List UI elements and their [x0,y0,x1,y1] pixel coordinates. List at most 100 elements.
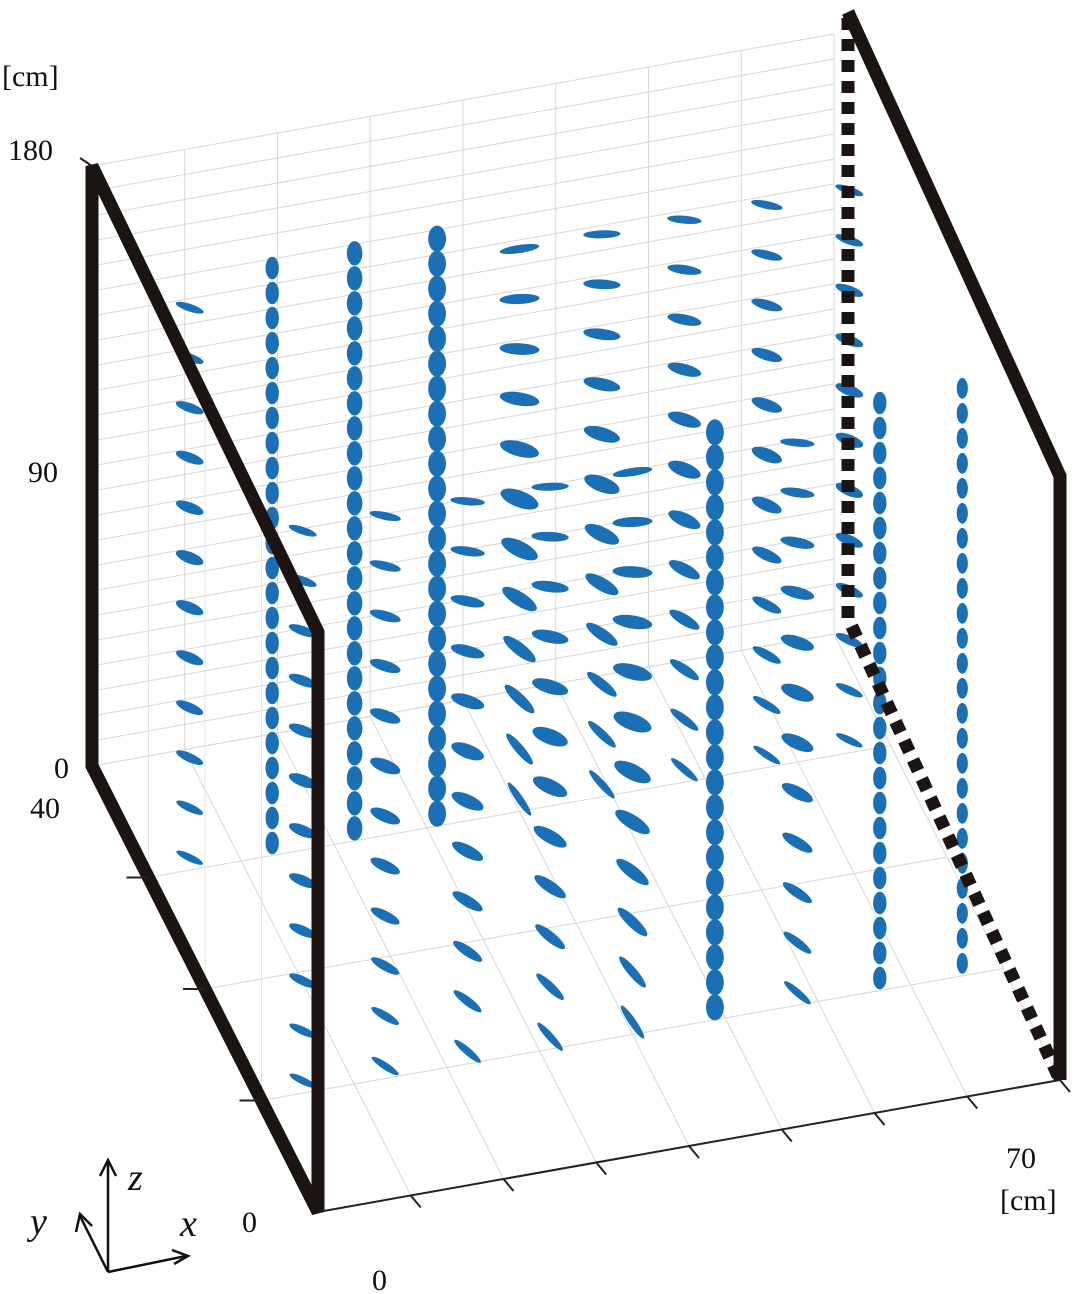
ellipse-mark [835,283,864,297]
ellipse-mark [584,474,620,495]
ellipse-mark [613,711,652,733]
ellipse-mark [265,681,279,705]
x-tick-70: 70 [1006,1142,1036,1175]
ellipse-mark [873,516,887,540]
ellipse-mark [175,600,204,616]
ellipse-mark [706,919,724,946]
z-tick-0: 0 [54,752,69,785]
x-tick-mark [409,1194,422,1209]
ellipse-mark [583,377,621,392]
ellipse-mark [753,745,781,765]
ellipse-mark [175,500,204,515]
ellipse-mark [835,532,863,548]
ellipse-mark [265,481,279,505]
grid-line [91,233,835,367]
ellipse-mark [873,541,887,565]
ellipse-mark [873,466,887,490]
ellipse-mark [428,800,447,827]
grid-line [91,283,835,417]
ellipse-mark [873,866,887,890]
ellipse-mark [706,944,724,971]
x-tick-0: 0 [372,1264,387,1294]
z-tick-180: 180 [8,134,53,167]
ellipse-mark [956,802,968,824]
ellipse-mark [499,243,540,255]
ellipse-mark [428,450,446,477]
ellipse-mark [450,546,485,557]
grid-line [91,208,835,342]
ellipse-mark [751,347,783,363]
ellipse-mark [503,635,536,663]
grid-line [91,158,835,292]
ellipse-mark [501,537,538,561]
ellipse-mark [428,225,446,252]
ellipse-mark [450,644,485,659]
ellipse-mark [667,215,702,224]
ellipse-mark [956,477,968,499]
ellipse-mark [175,401,204,415]
ellipse-mark [706,744,724,771]
x-tick-mark [873,1112,886,1126]
ellipse-mark [346,341,363,366]
ellipse-mark [751,397,783,413]
ellipse-mark [706,869,724,896]
ellipse-mark [873,841,887,865]
ellipse-mark [956,602,968,624]
y-axis-letter: y [26,1201,47,1243]
ellipse-mark [780,487,815,498]
ellipse-mark [428,425,446,452]
ellipse-mark [586,622,618,646]
ellipse-mark [176,800,204,815]
ellipse-mark [780,536,815,549]
ellipse-mark [751,496,782,514]
grid-line [91,83,835,217]
ellipse-mark [265,331,279,355]
ellipse-mark [499,293,540,305]
x-tick-mark [595,1161,608,1176]
ellipse-mark [346,591,363,616]
grid-line [91,383,835,517]
ellipse-mark [784,981,811,1005]
ellipse-mark [265,356,279,380]
ellipse-mark [667,313,702,326]
ellipse-mark [452,841,484,861]
ellipse-mark [428,775,447,802]
ellipse-mark [752,646,781,664]
ellipse-mark [706,894,724,921]
ellipse-mark [835,633,863,648]
grid-line [91,183,835,317]
ellipse-mark [265,381,279,405]
ellipse-mark [369,658,401,674]
ellipse-mark [265,656,279,680]
grid-lines [91,33,1061,1213]
ellipse-mark [616,858,649,886]
grid-line [91,108,835,242]
ellipse-mark [346,291,363,316]
ellipse-mark [346,716,363,741]
ellipse-mark [669,659,699,681]
ellipse-mark [956,902,968,924]
ellipse-mark [612,566,653,578]
ellipse-mark [453,940,483,962]
ellipse-mark [956,627,968,649]
ellipse-mark [706,719,724,746]
ellipse-mark [780,585,815,600]
ellipse-mark [873,591,887,615]
ellipse-mark [288,723,317,738]
ellipse-mark [428,600,447,627]
ellipse-mark [706,419,724,446]
grid-line [261,968,1004,1101]
ellipse-mark [782,882,812,904]
grid-line [148,745,891,878]
ellipse-mark [536,973,564,1000]
ellipse-mark [667,362,702,377]
ellipse-mark [175,450,204,465]
ellipse-mark [428,300,446,327]
ellipse-mark [346,466,363,491]
ellipse-mark [175,301,204,314]
ellipse-mark [428,325,446,352]
ellipse-mark [873,791,887,815]
grid-line [91,258,835,392]
ellipse-mark [956,752,968,774]
ellipse-mark [752,546,782,564]
